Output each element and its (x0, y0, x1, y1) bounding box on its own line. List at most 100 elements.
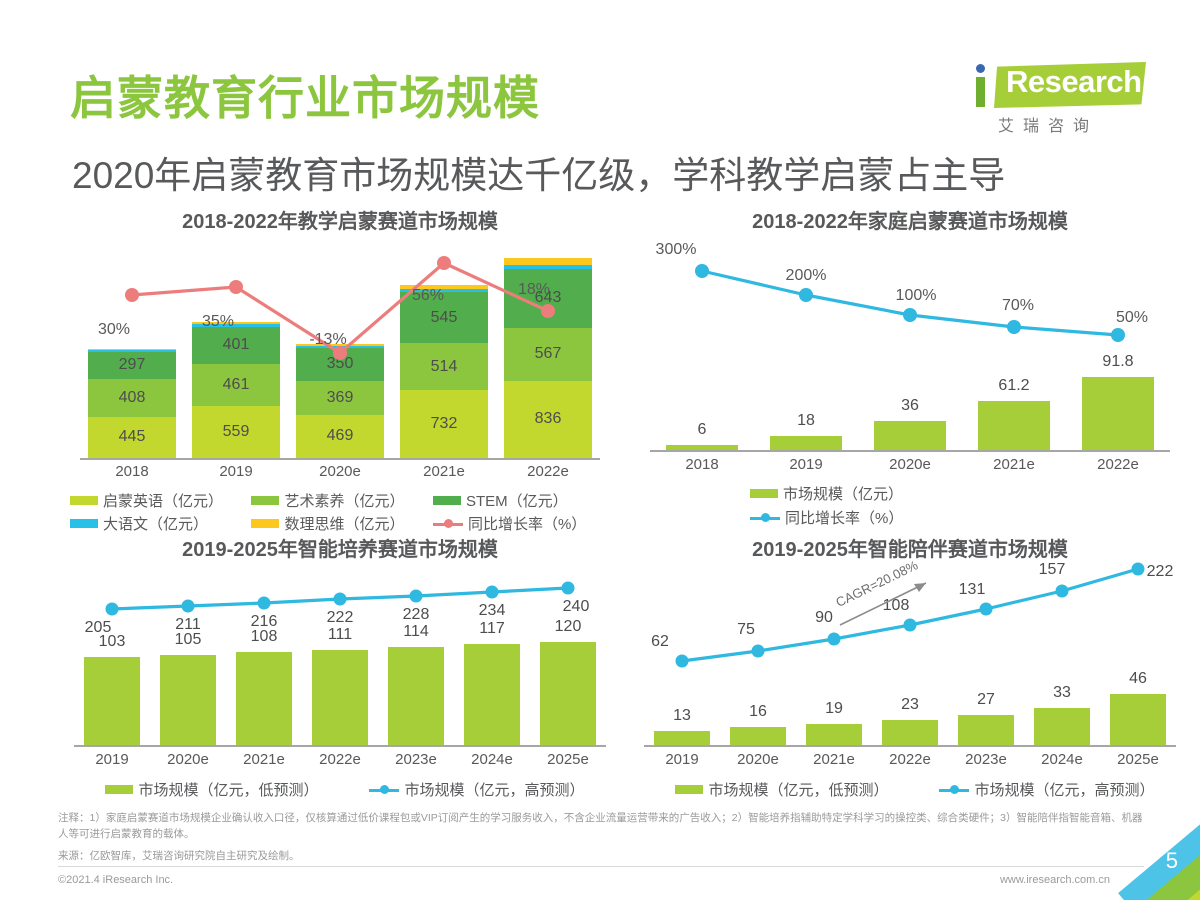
bar (958, 715, 1014, 745)
bar-value-label: 91.8 (1102, 352, 1134, 370)
chart-smart-companion-categories: 2019 2020e 2021e 2022e 2023e 2024e 2025e (644, 751, 1176, 768)
bar (874, 421, 946, 450)
footnote-text: 注释：1）家庭启蒙赛道市场规模企业确认收入口径，仅核算通过低价课程包或VIP订阅… (58, 812, 1143, 841)
chart-teaching: 2018-2022年教学启蒙赛道市场规模 297 408 445 401 461 559 3… (60, 205, 620, 533)
category-label: 2019 (219, 463, 253, 480)
data-point (751, 644, 765, 658)
legend-item: STEM（亿元） (432, 490, 614, 511)
legend-line-marker (369, 785, 400, 795)
category-label: 2022e (527, 463, 569, 480)
bar-segment: 514 (400, 342, 488, 391)
chart-smart-train: 2019-2025年智能培养赛道市场规模 103 105 108 111 114 117 1… (60, 533, 620, 818)
growth-rate-label: 56% (411, 287, 445, 304)
legend-item: 大语文（亿元） (70, 513, 251, 534)
bar (770, 435, 842, 450)
high-forecast-label: 222 (326, 609, 354, 626)
stacked-bar: 401 461 559 (192, 321, 280, 458)
legend-item: 同比增长率（%） (750, 507, 903, 528)
bar (730, 727, 786, 745)
bar-value-label: 111 (327, 626, 353, 643)
corner-decoration (1110, 822, 1200, 900)
chart-smart-train-categories: 2019 2020e 2021e 2022e 2023e 2024e 2025e (74, 751, 606, 768)
chart-smart-companion: 2019-2025年智能陪伴赛道市场规模 13 16 19 23 27 33 46 62 75 9… (630, 533, 1190, 818)
logo-i-dot-icon (976, 64, 985, 73)
legend-label: 大语文（亿元） (103, 516, 209, 533)
page-number: 5 (1165, 848, 1178, 873)
legend-line-marker (432, 519, 463, 529)
category-label: 2022e (319, 751, 361, 768)
segment-value-label: 401 (222, 336, 250, 354)
bar (160, 655, 216, 745)
bar-value-label: 117 (479, 620, 505, 637)
growth-rate-label: 300% (655, 241, 697, 258)
logo-chinese-name: 艾瑞咨询 (998, 118, 1099, 135)
bar-segment: 408 (88, 379, 176, 417)
chart-teaching-title: 2018-2022年教学启蒙赛道市场规模 (182, 211, 498, 233)
category-label: 2019 (665, 751, 699, 768)
bar (236, 652, 292, 745)
legend-label: 市场规模（亿元，低预测） (138, 782, 319, 799)
segment-value-label: 461 (222, 375, 250, 393)
data-point (799, 288, 813, 302)
website-text: www.iresearch.com.cn (999, 874, 1110, 886)
legend-label: 数理思维（亿元） (284, 516, 405, 533)
legend-item: 市场规模（亿元，低预测） (675, 779, 889, 800)
data-point (1055, 584, 1069, 598)
segment-value-label: 445 (118, 428, 146, 446)
bar-segment: 469 (296, 414, 384, 458)
growth-rate-label: 18% (517, 281, 551, 298)
legend-item: 市场规模（亿元，低预测） (105, 779, 319, 800)
category-label: 2019 (789, 456, 823, 473)
iresearch-logo: Research 艾瑞咨询 (970, 58, 1150, 143)
chart-family-plot: 6 18 36 61.2 91.8 300% 200% 100% 70% 50% (650, 235, 1170, 450)
category-label: 2020e (889, 456, 931, 473)
stacked-bar: 545 514 732 (400, 284, 488, 458)
bar (312, 650, 368, 745)
data-point (1007, 320, 1021, 334)
bar-value-label: 46 (1129, 670, 1147, 688)
high-forecast-label: 205 (84, 619, 112, 636)
segment-value-label: 369 (326, 388, 354, 406)
chart-family-categories: 2018 2019 2020e 2021e 2022e (650, 456, 1170, 473)
bar-segment (400, 289, 488, 293)
legend-label: 市场规模（亿元，低预测） (708, 782, 889, 799)
legend-item: 启蒙英语（亿元） (70, 490, 251, 511)
chart-smart-companion-axis (644, 745, 1176, 747)
chart-family-axis (650, 450, 1170, 452)
bar-segment (504, 264, 592, 269)
trend-line (695, 264, 1125, 342)
bar-value-label: 108 (250, 628, 278, 645)
bar-segment (192, 323, 280, 327)
category-label: 2021e (813, 751, 855, 768)
bar-segment: 545 (400, 292, 488, 343)
legend-label: 启蒙英语（亿元） (103, 493, 224, 510)
bar-segment: 369 (296, 380, 384, 415)
data-point (695, 264, 709, 278)
segment-value-label: 408 (118, 388, 146, 406)
segment-value-label: 350 (326, 355, 354, 373)
bar-segment: 445 (88, 416, 176, 458)
legend-color-swatch (70, 496, 98, 505)
category-label: 2018 (685, 456, 719, 473)
data-point (561, 581, 575, 595)
bar-segment (296, 343, 384, 347)
legend-color-swatch (251, 496, 280, 505)
data-point (675, 654, 689, 668)
bar-segment: 297 (88, 351, 176, 380)
data-point (903, 308, 917, 322)
segment-value-label: 469 (326, 427, 354, 445)
legend-label: STEM（亿元） (465, 493, 568, 510)
bar-segment: 401 (192, 326, 280, 364)
chart-smart-train-legend: 市场规模（亿元，低预测） 市场规模（亿元，高预测） (80, 779, 610, 800)
bar (540, 642, 596, 745)
stacked-bar: 643 567 836 (504, 258, 592, 458)
legend-label: 市场规模（亿元） (783, 486, 904, 503)
trend-line (105, 581, 575, 616)
copyright-text: ©2021.4 iResearch Inc. (58, 874, 174, 886)
legend-label: 同比增长率（%） (785, 510, 904, 527)
logo-badge-shape (994, 62, 1146, 108)
bar-value-label: 114 (403, 623, 429, 640)
bar (666, 445, 738, 450)
bar (1082, 376, 1154, 450)
